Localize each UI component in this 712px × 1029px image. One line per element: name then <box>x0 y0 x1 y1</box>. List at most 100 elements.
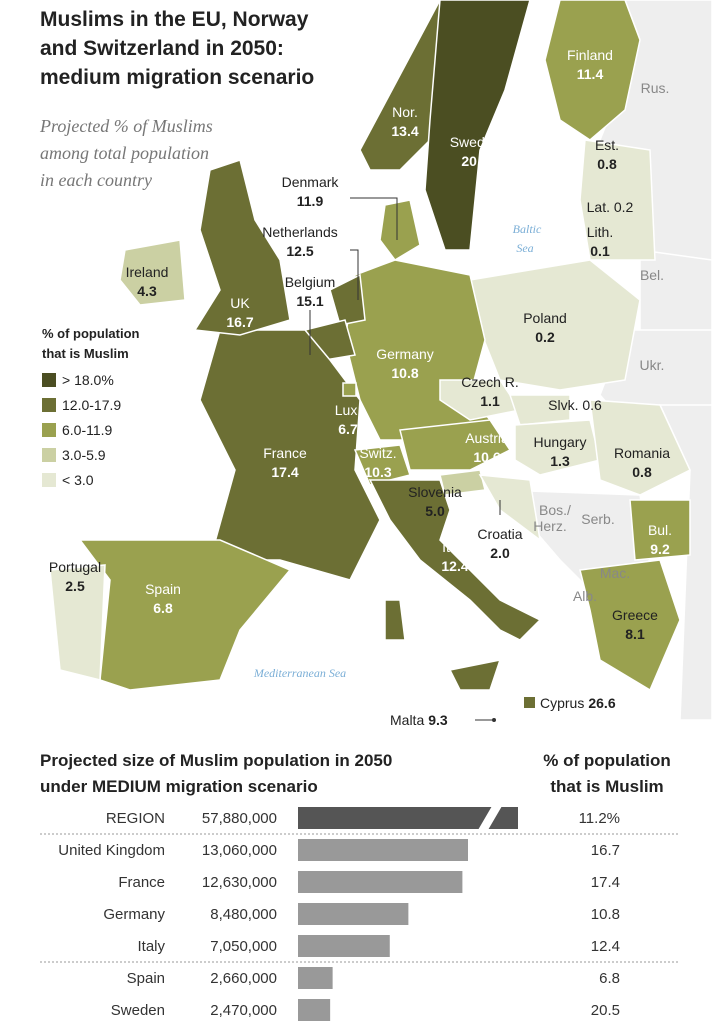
bar <box>298 999 331 1021</box>
table-title: under MEDIUM migration scenario <box>40 777 318 796</box>
row-share: 12.4 <box>591 938 620 955</box>
row-population: 8,480,000 <box>210 906 277 923</box>
region-label: Bel. <box>640 267 664 283</box>
row-name: United Kingdom <box>58 842 165 859</box>
country-value: 9.2 <box>650 541 670 557</box>
country-name: Czech R. <box>461 374 519 390</box>
cyprus-label: Cyprus 26.6 <box>540 695 616 711</box>
row-share: 17.4 <box>591 874 620 891</box>
row-population: 2,470,000 <box>210 1002 277 1019</box>
country-name: Germany <box>376 346 434 362</box>
row-name: Germany <box>103 906 165 923</box>
country-value: 10.6 <box>473 449 500 465</box>
row-population: 2,660,000 <box>210 970 277 987</box>
bar <box>298 839 468 861</box>
country-value: 1.3 <box>550 453 570 469</box>
country-value: 0.8 <box>597 156 617 172</box>
country-name: Italy <box>442 539 468 555</box>
country-name: Slovenia <box>408 484 462 500</box>
country-name: Croatia <box>477 526 522 542</box>
country-name: UK <box>230 295 250 311</box>
country-name: Portugal <box>49 559 101 575</box>
sea-label: Sea <box>516 241 533 255</box>
legend-item: < 3.0 <box>62 472 94 488</box>
region-label: Herz. <box>533 518 566 534</box>
row-name: France <box>118 874 165 891</box>
country-value: 15.1 <box>296 293 323 309</box>
country-name: Romania <box>614 445 670 461</box>
row-population: 57,880,000 <box>202 810 277 827</box>
legend-item: > 18.0% <box>62 372 114 388</box>
cyprus-name: Cyprus <box>540 695 584 711</box>
country-value: 1.1 <box>480 393 500 409</box>
legend-title: % of population <box>42 326 140 341</box>
country-name: Lat. 0.2 <box>587 199 634 215</box>
country-name: Bul. <box>648 522 672 538</box>
row-name: Italy <box>137 938 165 955</box>
region-label: Ukr. <box>640 357 665 373</box>
country-value: 11.9 <box>297 193 324 209</box>
cyprus-value: 26.6 <box>588 695 615 711</box>
map-shapes <box>49 0 712 722</box>
country-name: Spain <box>145 581 181 597</box>
country-name: Hungary <box>534 434 587 450</box>
country-name: Austria <box>465 430 509 446</box>
country-value: 8.1 <box>625 626 645 642</box>
legend-swatch <box>42 398 56 412</box>
row-share: 16.7 <box>591 842 620 859</box>
row-share: 6.8 <box>599 970 620 987</box>
share-header: that is Muslim <box>550 777 663 796</box>
bar-break <box>478 806 502 830</box>
country-name: Slvk. 0.6 <box>548 397 602 413</box>
bar <box>298 807 518 829</box>
subtitle-line: Projected % of Muslims <box>39 116 213 136</box>
country-name: Lith. <box>587 224 613 240</box>
bar <box>298 871 463 893</box>
region-label: Alb. <box>573 588 597 604</box>
country-value: 2.5 <box>65 578 85 594</box>
legend-title: that is Muslim <box>42 346 129 361</box>
malta-label: Malta 9.3 <box>390 712 448 728</box>
country-value: 0.1 <box>590 243 610 259</box>
legend-swatch <box>42 448 56 462</box>
row-population: 12,630,000 <box>202 874 277 891</box>
malta-value: 9.3 <box>428 712 448 728</box>
country-name: Switz. <box>359 445 396 461</box>
region-label: Rus. <box>641 80 670 96</box>
region-label: Mac. <box>600 565 630 581</box>
subtitle-line: in each country <box>40 170 152 190</box>
country-name: Greece <box>612 607 658 623</box>
legend-swatch <box>42 423 56 437</box>
row-share: 20.5 <box>591 1002 620 1019</box>
legend-swatch <box>42 473 56 487</box>
country-value: 5.0 <box>425 503 445 519</box>
title-line: medium migration scenario <box>40 66 314 89</box>
malta-name: Malta <box>390 712 424 728</box>
country-name: Finland <box>567 47 613 63</box>
country-name: Est. <box>595 137 619 153</box>
share-header: % of population <box>543 751 670 770</box>
country-name: Netherlands <box>262 224 338 240</box>
region-label: Bos./ <box>539 502 571 518</box>
country-name: Nor. <box>392 104 418 120</box>
row-name: Sweden <box>111 1002 165 1019</box>
sea-label: Baltic <box>513 222 542 236</box>
row-population: 7,050,000 <box>210 938 277 955</box>
country-value: 20.5 <box>461 153 488 169</box>
title-line: Muslims in the EU, Norway <box>40 8 309 31</box>
country-value: 0.8 <box>632 464 652 480</box>
country-value: 12.4 <box>441 558 468 574</box>
table-title: Projected size of Muslim population in 2… <box>40 751 392 770</box>
legend-item: 3.0-5.9 <box>62 447 106 463</box>
country-name: Ireland <box>126 264 169 280</box>
sea-label: Mediterranean Sea <box>253 666 346 680</box>
row-name: Spain <box>127 970 165 987</box>
bar <box>298 903 409 925</box>
bar <box>298 935 390 957</box>
country-value: 17.4 <box>271 464 298 480</box>
row-share: 11.2% <box>579 810 620 827</box>
country-value: 10.3 <box>364 464 391 480</box>
country-value: 6.7 <box>338 421 358 437</box>
country-name: Poland <box>523 310 567 326</box>
legend-item: 6.0-11.9 <box>62 422 113 438</box>
